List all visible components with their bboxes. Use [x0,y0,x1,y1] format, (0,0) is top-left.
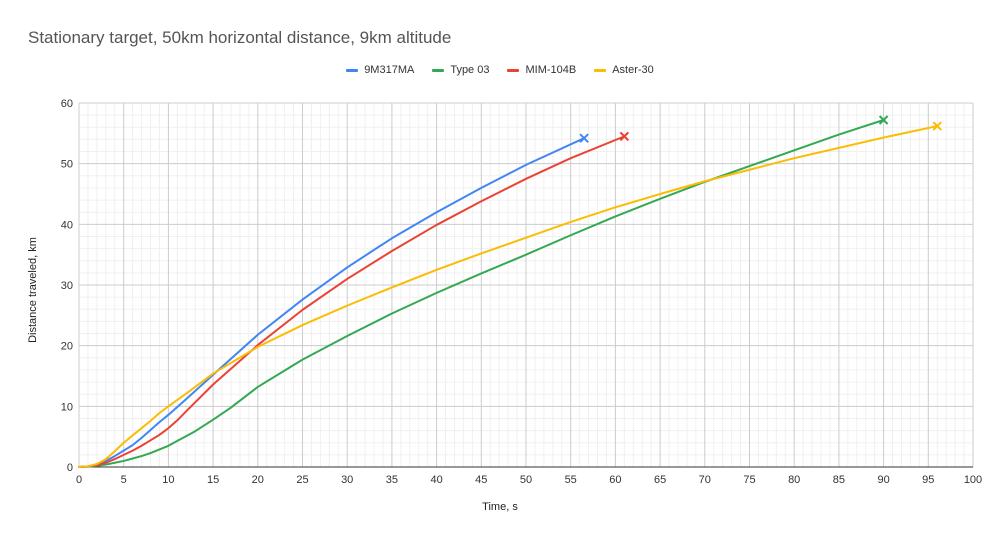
legend-item-aster-30[interactable]: Aster-30 [594,64,654,76]
x-tick-label: 35 [386,474,398,486]
x-tick-label: 0 [76,474,82,486]
x-tick-label: 60 [609,474,621,486]
legend-swatch-aster-30 [594,68,607,72]
x-tick-label: 20 [252,474,264,486]
series-end-marker-9m317ma [579,133,589,143]
series-layer [78,115,942,468]
end-marker-stroke [878,115,889,125]
series-end-marker-type-03 [878,115,889,125]
y-tick-label: 0 [67,462,73,474]
x-tick-label: 90 [877,474,889,486]
end-marker-stroke [932,121,942,131]
legend-label-mim-104b: MIM-104B [525,64,577,76]
grid-layer [78,102,974,468]
x-axis-label: Time, s [482,501,518,513]
series-line-mim-104b [78,135,626,468]
legend-label-type-03: Type 03 [450,64,490,76]
x-tick-label: 30 [341,474,353,486]
x-tick-label: 50 [520,474,532,486]
legend-label-aster-30: Aster-30 [612,64,654,76]
legend-label-9m317ma: 9M317MA [364,64,415,76]
x-tick-label: 70 [699,474,711,486]
x-tick-label: 65 [654,474,666,486]
x-tick-label: 85 [833,474,845,486]
series-end-marker-aster-30 [932,121,942,131]
y-axis-label: Distance traveled, km [27,237,39,343]
x-tick-label: 15 [207,474,219,486]
legend-swatch-type-03 [432,68,445,72]
legend-item-type-03[interactable]: Type 03 [432,64,489,76]
x-tick-label: 25 [296,474,308,486]
series-line-type-03 [78,118,885,468]
x-tick-label: 80 [788,474,800,486]
chart-title: Stationary target, 50km horizontal dista… [28,28,452,47]
legend-swatch-mim-104b [507,68,520,72]
x-tick-label: 95 [922,474,934,486]
end-marker-stroke [579,133,589,143]
x-tick-label: 10 [162,474,174,486]
y-tick-label: 60 [61,98,73,110]
y-tick-label: 20 [61,341,73,353]
series-end-marker-mim-104b [619,131,630,142]
y-tick-label: 50 [61,159,73,171]
legend-item-mim-104b[interactable]: MIM-104B [507,64,576,76]
axis-layer: 0 5 10 15 20 25 30 35 40 45 50 55 60 65 70 75 80 85 90 95 10… [61,98,982,486]
series-line-aster-30 [78,125,939,468]
x-tick-label: 45 [475,474,487,486]
end-marker-stroke [619,131,630,142]
y-tick-label: 40 [61,219,73,231]
x-tick-label: 100 [964,474,982,486]
legend-item-9m317ma[interactable]: 9M317MA [346,64,414,76]
y-tick-label: 10 [61,401,73,413]
series-line-9m317ma [78,137,586,468]
x-tick-label: 5 [121,474,127,486]
x-tick-label: 75 [743,474,755,486]
x-tick-label: 55 [565,474,577,486]
y-tick-label: 30 [61,280,73,292]
x-tick-label: 40 [430,474,442,486]
legend-swatch-9m317ma [346,68,359,72]
chart-legend: 9M317MA Type 03 MIM-104B Aster-30 [0,64,1000,76]
